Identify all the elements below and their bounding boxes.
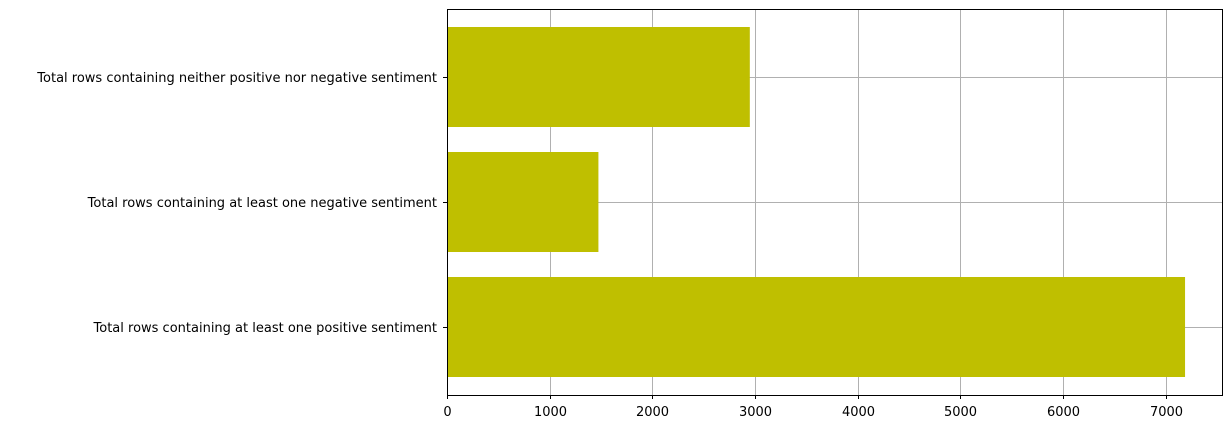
bar-1 (447, 152, 599, 252)
x-tick-label: 1000 (534, 405, 567, 420)
x-tick-label: 0 (443, 405, 451, 420)
y-tick-label: Total rows containing at least one negat… (87, 196, 437, 211)
y-axis: Total rows containing at least one posit… (36, 71, 447, 336)
x-tick-label: 3000 (739, 405, 772, 420)
y-tick-label: Total rows containing neither positive n… (36, 71, 437, 86)
x-tick-label: 4000 (842, 405, 875, 420)
bar-0 (447, 277, 1186, 377)
x-tick-label: 6000 (1047, 405, 1080, 420)
bars (447, 27, 1186, 377)
plot-frame (447, 9, 1223, 396)
bar-2 (447, 27, 750, 127)
x-tick-label: 5000 (944, 405, 977, 420)
x-tick-label: 7000 (1150, 405, 1183, 420)
y-tick-label: Total rows containing at least one posit… (93, 321, 437, 336)
x-tick-label: 2000 (636, 405, 669, 420)
x-axis: 0 1000 2000 3000 4000 5000 6000 7000 (443, 395, 1183, 420)
